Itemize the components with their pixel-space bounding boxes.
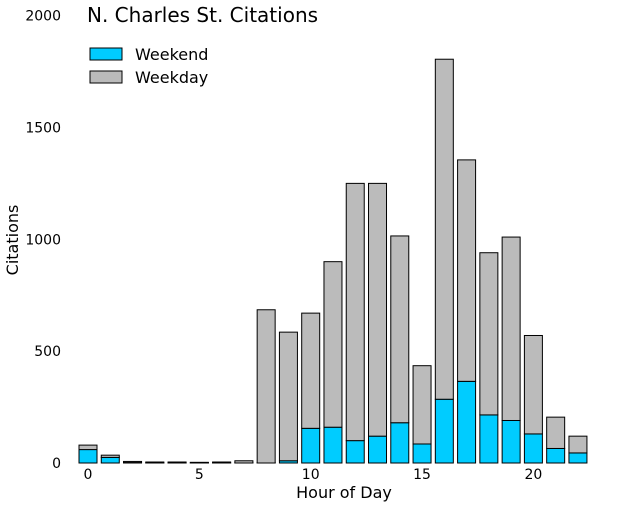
x-tick-label: 0 — [84, 467, 93, 483]
bar-weekend-hour-18 — [479, 414, 499, 464]
bar-weekend-hour-10 — [301, 427, 321, 464]
bar-weekend-hour-13 — [368, 435, 388, 464]
x-tick-label: 20 — [524, 467, 542, 483]
bar-weekend-hour-11 — [323, 426, 343, 464]
bar-weekday-hour-8 — [256, 309, 276, 464]
legend-label-weekend: Weekend — [135, 45, 208, 64]
x-axis-label: Hour of Day — [296, 483, 392, 502]
bar-weekday-hour-19 — [501, 236, 521, 421]
bar-weekend-hour-15 — [412, 443, 432, 464]
bar-weekday-hour-21 — [546, 416, 566, 449]
bar-weekday-hour-10 — [301, 312, 321, 429]
x-axis-ticks: 0 5 10 15 20 — [84, 467, 543, 483]
bars-group — [78, 58, 588, 464]
y-tick-label: 1000 — [25, 232, 61, 248]
bar-weekend-hour-0 — [78, 449, 98, 464]
bar-weekend-hour-20 — [523, 433, 543, 464]
bar-weekday-hour-22 — [568, 435, 588, 454]
y-tick-label: 2000 — [25, 9, 61, 25]
bar-weekend-hour-12 — [345, 440, 365, 464]
bar-weekday-hour-12 — [345, 182, 365, 442]
bar-weekday-hour-15 — [412, 365, 432, 445]
bar-weekday-hour-0 — [78, 444, 98, 451]
legend-swatch-weekday — [89, 70, 123, 84]
bar-weekend-hour-17 — [457, 380, 477, 464]
bar-weekday-hour-14 — [390, 235, 410, 424]
legend-label-weekday: Weekday — [135, 68, 208, 87]
bar-weekday-hour-2 — [123, 460, 143, 464]
bar-weekday-hour-6 — [212, 461, 232, 464]
bar-weekend-hour-14 — [390, 422, 410, 464]
bar-weekday-hour-20 — [523, 334, 543, 435]
chart-title: N. Charles St. Citations — [87, 3, 318, 27]
bar-weekday-hour-4 — [167, 461, 187, 464]
x-tick-label: 10 — [302, 467, 320, 483]
legend: Weekend Weekday — [89, 45, 208, 87]
bar-weekday-hour-9 — [278, 331, 298, 462]
bar-weekday-hour-16 — [434, 58, 454, 400]
x-tick-label: 15 — [413, 467, 431, 483]
bar-weekend-hour-1 — [100, 456, 120, 464]
y-axis-label: Citations — [3, 205, 22, 276]
bar-weekday-hour-11 — [323, 261, 343, 428]
bar-weekend-hour-16 — [434, 398, 454, 464]
bar-weekend-hour-22 — [568, 452, 588, 464]
y-tick-label: 0 — [52, 456, 61, 472]
bar-weekday-hour-1 — [100, 454, 120, 458]
y-axis-ticks: 0 500 1000 1500 2000 — [25, 9, 61, 472]
bar-weekday-hour-7 — [234, 460, 254, 464]
x-tick-label: 5 — [195, 467, 204, 483]
bar-weekday-hour-13 — [368, 182, 388, 437]
bar-weekend-hour-19 — [501, 419, 521, 464]
bar-weekday-hour-3 — [145, 461, 165, 464]
y-tick-label: 1500 — [25, 120, 61, 136]
bar-weekday-hour-5 — [189, 461, 209, 464]
bar-weekend-hour-21 — [546, 447, 566, 464]
legend-swatch-weekend — [89, 47, 123, 61]
bar-weekday-hour-18 — [479, 252, 499, 416]
y-tick-label: 500 — [34, 344, 61, 360]
bar-weekday-hour-17 — [457, 159, 477, 382]
